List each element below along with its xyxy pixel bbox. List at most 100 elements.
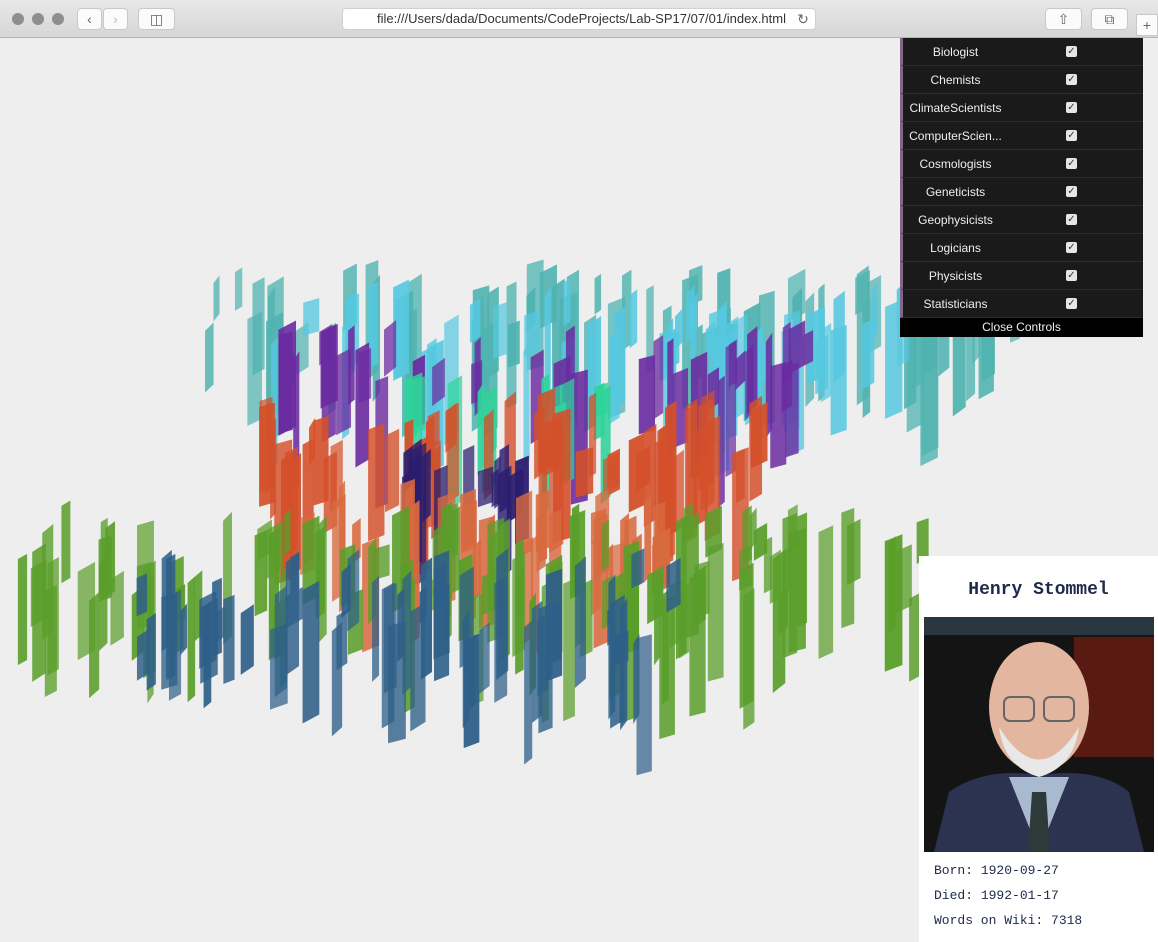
- new-tab-button[interactable]: +: [1136, 14, 1158, 36]
- bar-3d: [318, 515, 327, 644]
- bar-3d: [507, 320, 520, 368]
- bar-3d: [818, 525, 834, 660]
- url-text: file:///Users/dada/Documents/CodeProject…: [377, 11, 786, 26]
- born-label: Born:: [934, 863, 974, 878]
- bar-3d: [870, 283, 878, 343]
- zoom-window[interactable]: [52, 13, 64, 25]
- bar-3d: [707, 543, 724, 682]
- bar-3d: [452, 506, 461, 594]
- bar-3d: [421, 557, 433, 680]
- words-label: Words on Wiki:: [934, 913, 1044, 928]
- bar-3d: [372, 544, 390, 581]
- died-value: 1992-01-17: [980, 888, 1059, 903]
- bar-3d: [302, 515, 320, 605]
- tabs-button[interactable]: ⧉: [1091, 8, 1128, 30]
- bar-3d: [629, 289, 638, 349]
- control-checkbox[interactable]: ✓: [1066, 242, 1077, 253]
- bar-3d: [804, 330, 814, 366]
- bar-3d: [646, 285, 654, 374]
- bar-3d: [494, 576, 508, 703]
- bar-3d: [479, 622, 490, 694]
- control-checkbox[interactable]: ✓: [1066, 186, 1077, 197]
- control-row: ComputerScien... ✓: [900, 122, 1143, 150]
- bar-3d: [205, 322, 214, 393]
- person-name: Henry Stommel: [968, 580, 1109, 600]
- words-info: Words on Wiki: 7318: [934, 913, 1082, 928]
- back-button[interactable]: ‹: [77, 8, 102, 30]
- bar-3d: [166, 553, 176, 681]
- control-label: ClimateScientists: [909, 101, 1002, 115]
- control-checkbox[interactable]: ✓: [1066, 74, 1077, 85]
- bar-3d: [187, 576, 196, 703]
- bar-3d: [368, 423, 385, 542]
- bar-3d: [408, 273, 422, 381]
- bar-3d: [787, 268, 806, 323]
- bar-3d: [266, 521, 283, 580]
- bar-3d: [336, 348, 352, 436]
- control-row: Geneticists ✓: [900, 178, 1143, 206]
- minimize-window[interactable]: [32, 13, 44, 25]
- bar-3d: [98, 535, 112, 602]
- bar-3d: [384, 319, 397, 377]
- bar-3d: [543, 415, 560, 477]
- bar-3d: [747, 325, 758, 415]
- control-row: Geophysicists ✓: [900, 206, 1143, 234]
- bar-3d: [234, 267, 243, 311]
- close-window[interactable]: [12, 13, 24, 25]
- bar-3d: [739, 545, 753, 591]
- bar-3d: [595, 382, 608, 417]
- bar-3d: [259, 402, 275, 507]
- reload-button[interactable]: ↻: [797, 11, 809, 27]
- control-label: Physicists: [928, 269, 983, 283]
- bar-3d: [247, 311, 262, 426]
- bar-3d: [705, 320, 716, 361]
- control-checkbox[interactable]: ✓: [1066, 270, 1077, 281]
- bar-3d: [661, 589, 669, 705]
- control-row: Cosmologists ✓: [900, 150, 1143, 178]
- bar-3d: [477, 466, 494, 508]
- control-checkbox[interactable]: ✓: [1066, 46, 1077, 57]
- bar-3d: [674, 449, 684, 533]
- bar-3d: [422, 448, 431, 523]
- bar-3d: [855, 269, 870, 316]
- sidebar-button[interactable]: ◫: [138, 8, 175, 30]
- bar-3d: [635, 445, 651, 493]
- bar-3d: [320, 323, 338, 409]
- bar-3d: [785, 362, 799, 458]
- bar-3d: [769, 549, 781, 605]
- bar-3d: [136, 629, 150, 681]
- born-value: 1920-09-27: [980, 863, 1059, 878]
- bar-3d: [603, 452, 620, 493]
- died-label: Died:: [934, 888, 974, 903]
- bar-3d: [705, 505, 722, 558]
- bar-3d: [524, 310, 541, 357]
- bar-3d: [906, 313, 924, 433]
- bar-3d: [461, 500, 477, 554]
- visualization-3d[interactable]: [0, 38, 1158, 942]
- close-controls[interactable]: Close Controls: [900, 318, 1143, 337]
- control-checkbox[interactable]: ✓: [1066, 298, 1077, 309]
- bar-3d: [469, 298, 481, 343]
- bar-3d: [653, 335, 664, 420]
- person-card: Henry Stommel Born: 1920-09-27 Died: 199…: [919, 556, 1158, 942]
- bar-3d: [394, 294, 406, 379]
- bar-3d: [763, 536, 773, 594]
- bar-3d: [331, 622, 343, 737]
- control-checkbox[interactable]: ✓: [1066, 102, 1077, 113]
- bar-3d: [372, 575, 380, 682]
- bar-3d: [587, 316, 602, 403]
- bar-3d: [895, 544, 912, 614]
- bar-3d: [594, 273, 602, 315]
- control-checkbox[interactable]: ✓: [1066, 130, 1077, 141]
- bar-3d: [309, 417, 316, 467]
- address-bar[interactable]: file:///Users/dada/Documents/CodeProject…: [342, 8, 816, 30]
- bar-3d: [574, 556, 586, 689]
- bar-3d: [433, 560, 447, 604]
- forward-button[interactable]: ›: [103, 8, 128, 30]
- control-row: ClimateScientists ✓: [900, 94, 1143, 122]
- control-label: Geophysicists: [918, 213, 993, 227]
- bar-3d: [61, 500, 71, 584]
- control-checkbox[interactable]: ✓: [1066, 214, 1077, 225]
- share-button[interactable]: ⇧: [1045, 8, 1082, 30]
- control-checkbox[interactable]: ✓: [1066, 158, 1077, 169]
